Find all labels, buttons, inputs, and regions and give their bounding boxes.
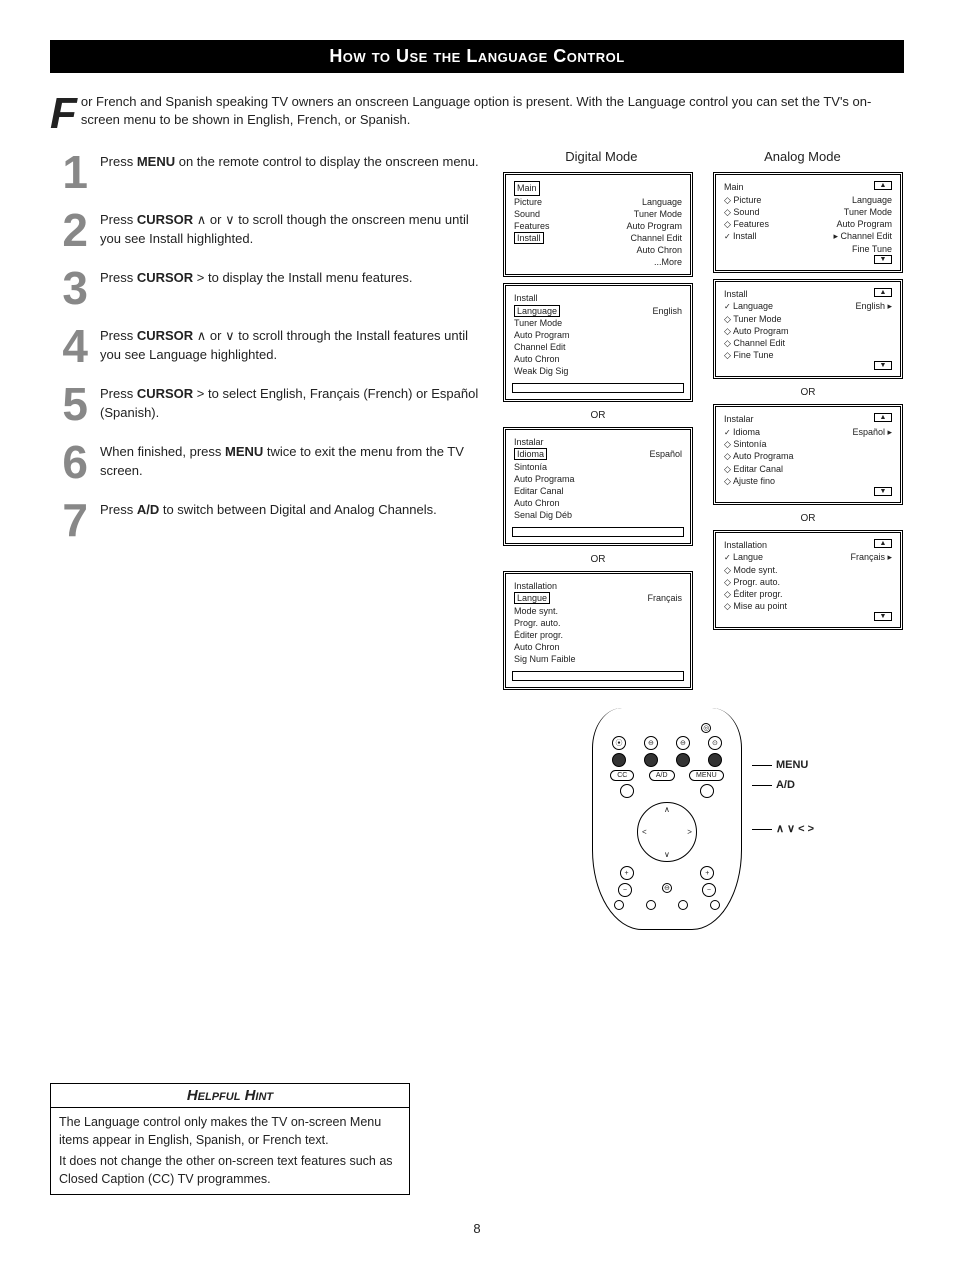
- dpad-down-icon: ∨: [664, 850, 670, 859]
- remote-btn: [644, 753, 658, 767]
- cc-button: CC: [610, 770, 634, 781]
- step-text: Press A/D to switch between Digital and …: [100, 497, 437, 520]
- remote-btn: [646, 900, 656, 910]
- remote-btn: [708, 753, 722, 767]
- step-number: 4: [50, 323, 100, 369]
- step-number: 3: [50, 265, 100, 311]
- step: 7Press A/D to switch between Digital and…: [50, 497, 480, 543]
- dpad-up-icon: ∧: [664, 805, 670, 814]
- remote-btn: ⊖: [662, 883, 672, 893]
- remote-btn: [710, 900, 720, 910]
- intro-text: or French and Spanish speaking TV owners…: [81, 94, 871, 127]
- dpad-right-icon: >: [687, 828, 692, 837]
- step-text: Press MENU on the remote control to disp…: [100, 149, 479, 172]
- remote-label-arrows: ∧ ∨ < >: [776, 823, 814, 835]
- hint-title: Helpful Hint: [51, 1084, 409, 1108]
- remote-btn: [678, 900, 688, 910]
- analog-mode-title: Analog Mode: [764, 149, 841, 164]
- power-icon: ◎: [701, 723, 711, 733]
- remote-btn: ⊖: [644, 736, 658, 750]
- step-number: 5: [50, 381, 100, 427]
- page-title: How to Use the Language Control: [50, 40, 904, 73]
- vol-down: −: [618, 883, 632, 897]
- intro: F or French and Spanish speaking TV owne…: [50, 93, 904, 129]
- analog-column: Main▲PictureLanguageSoundTuner ModeFeatu…: [712, 172, 904, 696]
- vol-up: +: [620, 866, 634, 880]
- step-number: 7: [50, 497, 100, 543]
- tv-screen: Install▲LanguageEnglish ▸Tuner ModeAuto …: [713, 279, 903, 380]
- step-text: Press CURSOR > to select English, França…: [100, 381, 480, 423]
- menu-button: MENU: [689, 770, 724, 781]
- tv-screen: Instalar▲IdiomaEspañol ▸SintoníaAuto Pro…: [713, 404, 903, 505]
- or-label: OR: [801, 387, 816, 398]
- tv-screen: MainPictureLanguageSoundTuner ModeFeatur…: [503, 172, 693, 277]
- remote-btn: [620, 784, 634, 798]
- helpful-hint-box: Helpful Hint The Language control only m…: [50, 1083, 410, 1195]
- step: 3Press CURSOR > to display the Install m…: [50, 265, 480, 311]
- digital-column: MainPictureLanguageSoundTuner ModeFeatur…: [502, 172, 694, 696]
- or-label: OR: [591, 554, 606, 565]
- ad-button: A/D: [649, 770, 675, 781]
- tv-screen: Installation▲LangueFrançais ▸Mode synt.P…: [713, 530, 903, 631]
- remote-btn: [614, 900, 624, 910]
- tv-screen: InstallationLangueFrançaisMode synt.Prog…: [503, 571, 693, 690]
- or-label: OR: [591, 410, 606, 421]
- ch-down: −: [702, 883, 716, 897]
- step-text: Press CURSOR ∧ or ∨ to scroll through th…: [100, 323, 480, 365]
- remote-btn: [676, 753, 690, 767]
- dpad: ∧ ∨ < >: [637, 802, 697, 862]
- step-number: 6: [50, 439, 100, 485]
- hint-line2: It does not change the other on-screen t…: [59, 1153, 401, 1188]
- step: 5Press CURSOR > to select English, Franç…: [50, 381, 480, 427]
- dpad-left-icon: <: [642, 828, 647, 837]
- step-text: When finished, press MENU twice to exit …: [100, 439, 480, 481]
- step-text: Press CURSOR > to display the Install me…: [100, 265, 413, 288]
- remote-btn: ⊙: [708, 736, 722, 750]
- step: 1Press MENU on the remote control to dis…: [50, 149, 480, 195]
- remote-btn: ⦿: [612, 736, 626, 750]
- remote-diagram: ◎ ⦿ ⊖ ⊖ ⊙ CC A/D MENU: [502, 708, 904, 930]
- ch-up: +: [700, 866, 714, 880]
- tv-screen: InstallLanguageEnglishTuner ModeAuto Pro…: [503, 283, 693, 402]
- step: 6When finished, press MENU twice to exit…: [50, 439, 480, 485]
- step-number: 1: [50, 149, 100, 195]
- hint-line1: The Language control only makes the TV o…: [59, 1114, 401, 1149]
- remote-label-ad: A/D: [776, 779, 795, 791]
- step: 2Press CURSOR ∧ or ∨ to scroll though th…: [50, 207, 480, 253]
- step-text: Press CURSOR ∧ or ∨ to scroll though the…: [100, 207, 480, 249]
- or-label: OR: [801, 513, 816, 524]
- tv-screen: Main▲PictureLanguageSoundTuner ModeFeatu…: [713, 172, 903, 273]
- step-number: 2: [50, 207, 100, 253]
- steps-list: 1Press MENU on the remote control to dis…: [50, 149, 480, 543]
- digital-mode-title: Digital Mode: [565, 149, 637, 164]
- page-number: 8: [50, 1221, 904, 1236]
- tv-screen: InstalarIdiomaEspañolSintoníaAuto Progra…: [503, 427, 693, 546]
- remote-btn: ⊖: [676, 736, 690, 750]
- remote-label-menu: MENU: [776, 759, 808, 771]
- remote-btn: [612, 753, 626, 767]
- dropcap: F: [50, 93, 81, 131]
- step: 4Press CURSOR ∧ or ∨ to scroll through t…: [50, 323, 480, 369]
- remote-btn: [700, 784, 714, 798]
